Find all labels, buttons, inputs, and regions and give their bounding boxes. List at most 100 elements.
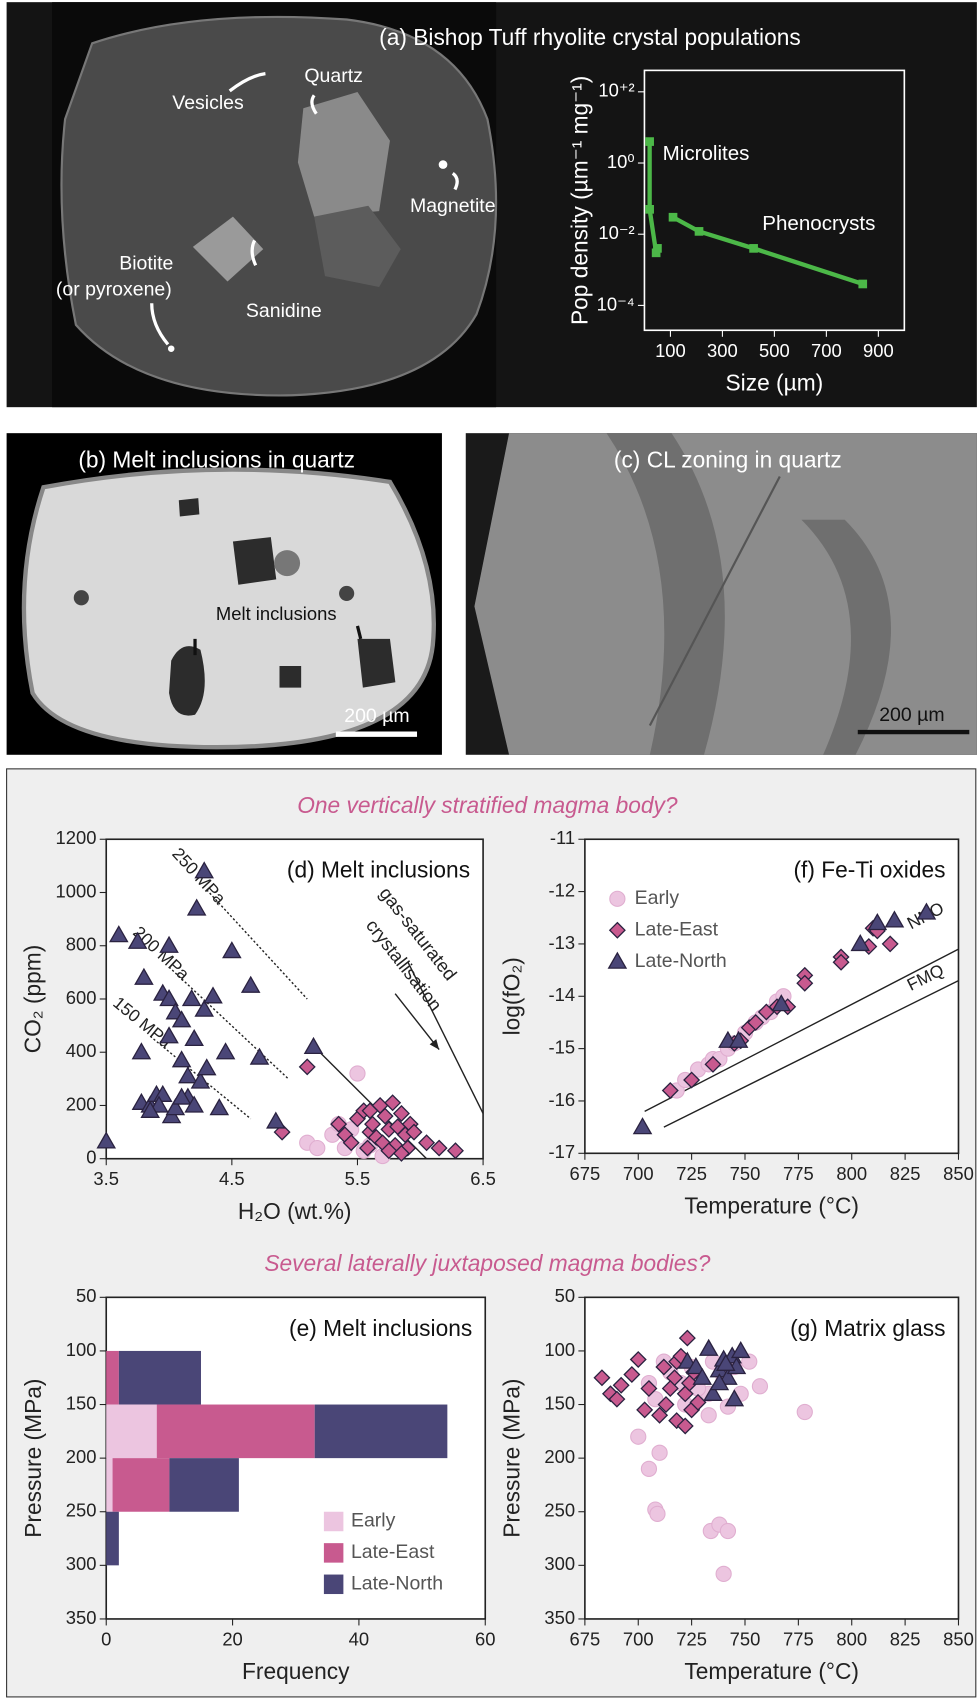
y-tick-label: 250	[66, 1500, 97, 1521]
series-label: Phenocrysts	[762, 212, 875, 235]
legend-label: Late-North	[635, 950, 727, 972]
series-label: Microlites	[663, 142, 750, 165]
legend-swatch	[324, 1575, 343, 1594]
y-tick-label: 800	[66, 934, 97, 955]
x-tick-label: 300	[707, 340, 738, 361]
y-tick-label: 10⁻⁴	[597, 293, 635, 314]
y-tick-label: 10⁺²	[598, 80, 634, 101]
section-header: One vertically stratified magma body?	[297, 792, 678, 818]
x-tick-label: 4.5	[219, 1168, 245, 1189]
x-tick-label: 850	[943, 1628, 974, 1649]
biotite-grain	[168, 345, 174, 351]
x-tick-label: 825	[890, 1628, 921, 1649]
x-tick-label: 675	[570, 1628, 601, 1649]
photo-label: (or pyroxene)	[56, 278, 172, 300]
y-tick-label: 350	[544, 1607, 575, 1628]
data-point	[645, 137, 654, 146]
x-axis-label: Temperature (°C)	[684, 1658, 859, 1684]
y-axis-label: Pressure (MPa)	[20, 1379, 46, 1538]
y-axis-label: CO₂ (ppm)	[20, 945, 46, 1054]
x-tick-label: 900	[863, 340, 894, 361]
histogram-bar	[106, 1512, 119, 1566]
x-axis-label: Size (µm)	[726, 369, 824, 395]
histogram-bar	[157, 1405, 315, 1459]
y-tick-label: -14	[549, 984, 576, 1005]
y-tick-label: -12	[549, 879, 576, 900]
y-tick-label: 600	[66, 987, 97, 1008]
data-point	[650, 1506, 665, 1521]
x-tick-label: 6.5	[470, 1168, 496, 1189]
x-axis-label: H₂O (wt.%)	[238, 1198, 352, 1224]
chart-title: (e) Melt inclusions	[289, 1315, 472, 1341]
y-tick-label: 200	[66, 1446, 97, 1467]
data-point	[653, 244, 662, 253]
magnetite-grain	[439, 160, 448, 169]
photo-label: Quartz	[304, 65, 362, 87]
inclusion	[274, 550, 300, 576]
legend-label: Early	[635, 887, 680, 909]
x-axis-label: Temperature (°C)	[684, 1192, 859, 1218]
x-tick-label: 3.5	[93, 1168, 119, 1189]
scale-bar-label: 200 µm	[879, 704, 944, 726]
y-tick-label: 1000	[56, 880, 97, 901]
y-axis-label: Pressure (MPa)	[498, 1379, 524, 1538]
x-tick-label: 500	[759, 340, 790, 361]
data-point	[641, 1461, 656, 1476]
x-tick-label: 700	[623, 1163, 654, 1184]
x-tick-label: 775	[783, 1163, 814, 1184]
legend-swatch	[324, 1543, 343, 1562]
x-tick-label: 750	[730, 1628, 761, 1649]
photo-label: Magnetite	[410, 195, 496, 217]
data-point	[310, 1140, 325, 1155]
y-tick-label: 100	[544, 1339, 575, 1360]
photo-label: Biotite	[119, 252, 173, 274]
photo-label: Melt inclusions	[216, 603, 337, 624]
figure: (a) Bishop Tuff rhyolite crystal populat…	[0, 0, 977, 1698]
x-tick-label: 0	[101, 1628, 111, 1649]
histogram-bar	[169, 1458, 238, 1512]
page: (a) Bishop Tuff rhyolite crystal populat…	[0, 0, 977, 1698]
x-tick-label: 675	[570, 1163, 601, 1184]
panel-a-title: (a) Bishop Tuff rhyolite crystal populat…	[379, 24, 801, 50]
data-point	[720, 1523, 735, 1538]
x-tick-label: 100	[655, 340, 686, 361]
x-tick-label: 700	[811, 340, 842, 361]
panel-b-title: (b) Melt inclusions in quartz	[78, 446, 355, 472]
y-axis-label: log(fO₂)	[498, 957, 524, 1035]
photo-label: Vesicles	[172, 92, 244, 114]
data-point	[645, 205, 654, 214]
y-tick-label: 150	[544, 1392, 575, 1413]
legend-label: Late-East	[351, 1541, 435, 1563]
y-tick-label: 10⁰	[607, 151, 635, 172]
x-tick-label: 20	[222, 1628, 242, 1649]
data-point	[716, 1566, 731, 1581]
y-tick-label: -17	[549, 1141, 576, 1162]
y-tick-label: 150	[66, 1392, 97, 1413]
histogram-bar	[119, 1351, 201, 1405]
histogram-bar	[315, 1405, 448, 1459]
x-tick-label: 800	[836, 1163, 867, 1184]
y-tick-label: 50	[555, 1285, 575, 1306]
scale-bar-label: 200 µm	[344, 705, 409, 727]
chart-title: (d) Melt inclusions	[287, 857, 470, 883]
legend-marker	[610, 891, 625, 906]
x-tick-label: 60	[475, 1628, 495, 1649]
data-point	[701, 1408, 716, 1423]
y-tick-label: 300	[544, 1553, 575, 1574]
y-tick-label: -16	[549, 1089, 576, 1110]
y-tick-label: 200	[544, 1446, 575, 1467]
y-tick-label: 300	[66, 1553, 97, 1574]
panel-c-title: (c) CL zoning in quartz	[614, 446, 842, 472]
data-point	[631, 1429, 646, 1444]
histogram-bar	[106, 1405, 157, 1459]
data-point	[858, 280, 867, 289]
photo-label: Sanidine	[246, 300, 322, 322]
x-axis-label: Frequency	[242, 1658, 350, 1684]
y-tick-label: 1200	[56, 827, 97, 848]
y-tick-label: 250	[544, 1500, 575, 1521]
chart-title: (g) Matrix glass	[790, 1315, 945, 1341]
y-tick-label: -13	[549, 932, 576, 953]
legend-label: Late-North	[351, 1572, 443, 1594]
data-point	[669, 213, 678, 222]
legend-label: Early	[351, 1510, 396, 1532]
